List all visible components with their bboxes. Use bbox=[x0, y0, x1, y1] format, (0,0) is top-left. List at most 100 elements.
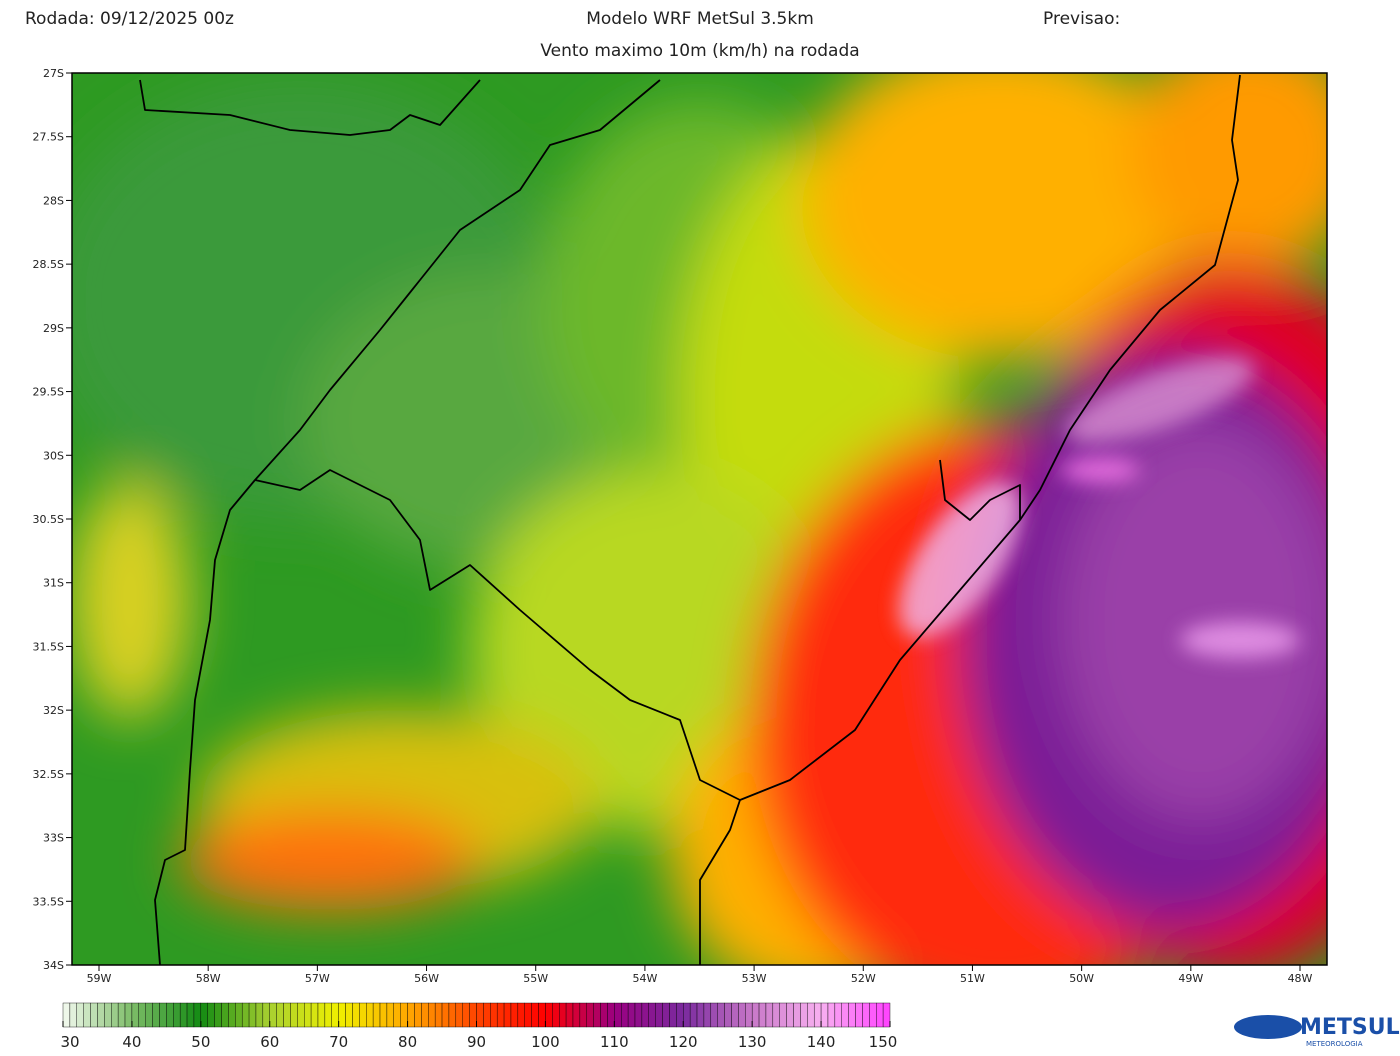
colorbar-cell bbox=[317, 1002, 326, 1028]
lat-tick-label: 32S bbox=[43, 704, 64, 717]
colorbar-cell bbox=[621, 1002, 629, 1028]
colorbar-cell bbox=[779, 1002, 787, 1028]
colorbar-cell bbox=[283, 1002, 291, 1028]
colorbar-cell bbox=[869, 1002, 877, 1028]
colorbar-cell bbox=[441, 1002, 450, 1028]
lat-tick-label: 34S bbox=[43, 959, 64, 972]
colorbar-cell bbox=[331, 1002, 339, 1028]
colorbar-cell bbox=[324, 1002, 332, 1028]
colorbar-cell bbox=[683, 1002, 691, 1028]
colorbar-label: 70 bbox=[329, 1033, 348, 1051]
colorbar-cell bbox=[104, 1002, 112, 1028]
colorbar-cell bbox=[648, 1002, 656, 1028]
colorbar-cell bbox=[76, 1002, 84, 1028]
colorbar-cell bbox=[262, 1002, 270, 1028]
colorbar-cell bbox=[751, 1002, 760, 1028]
colorbar-cell bbox=[813, 1002, 822, 1028]
lon-tick-label: 53W bbox=[742, 972, 767, 985]
lon-tick-label: 59W bbox=[87, 972, 112, 985]
colorbar-cell bbox=[524, 1002, 532, 1028]
colorbar-cell bbox=[559, 1002, 567, 1028]
model-label: Modelo WRF MetSul 3.5km bbox=[586, 9, 814, 29]
colorbar-cell bbox=[772, 1002, 780, 1028]
colorbar-cell bbox=[352, 1002, 360, 1028]
colorbar-cell bbox=[469, 1002, 477, 1028]
colorbar-cell bbox=[710, 1002, 718, 1028]
wind-field bbox=[72, 73, 1327, 965]
colorbar-cell bbox=[758, 1002, 767, 1028]
lon-tick-label: 52W bbox=[851, 972, 876, 985]
colorbar-label: 60 bbox=[260, 1033, 279, 1051]
colorbar-cell bbox=[138, 1002, 146, 1028]
colorbar-cell bbox=[304, 1002, 312, 1028]
borders bbox=[139, 74, 1241, 965]
colorbar-cell bbox=[207, 1002, 215, 1028]
lat-tick-label: 27.5S bbox=[33, 131, 64, 144]
lon-tick-label: 56W bbox=[414, 972, 439, 985]
colorbar-cell bbox=[627, 1002, 636, 1028]
colorbar-label: 110 bbox=[600, 1033, 629, 1051]
colorbar-label: 130 bbox=[738, 1033, 767, 1051]
colorbar-cell bbox=[186, 1002, 195, 1028]
colorbar-cell bbox=[696, 1002, 705, 1028]
lat-tick-label: 31S bbox=[43, 577, 64, 590]
colorbar-cell bbox=[572, 1002, 581, 1028]
logo-icon bbox=[1234, 1015, 1302, 1039]
colorbar-cell bbox=[820, 1002, 829, 1028]
colorbar-cell bbox=[841, 1002, 849, 1028]
colorbar-cell bbox=[517, 1002, 525, 1028]
lat-tick-label: 33.5S bbox=[33, 895, 64, 908]
colorbar-cell bbox=[538, 1002, 546, 1028]
colorbar-cell bbox=[600, 1002, 608, 1028]
colorbar-cell bbox=[476, 1002, 484, 1028]
colorbar-label: 30 bbox=[60, 1033, 79, 1051]
colorbar-cell bbox=[124, 1002, 133, 1028]
lon-tick-label: 55W bbox=[523, 972, 548, 985]
lat-tick-label: 29S bbox=[43, 322, 64, 335]
lat-tick-label: 28.5S bbox=[33, 258, 64, 271]
colorbar-cell bbox=[490, 1002, 498, 1028]
colorbar-cell bbox=[400, 1002, 408, 1028]
colorbar-cell bbox=[786, 1002, 794, 1028]
colorbar-cell bbox=[703, 1002, 712, 1028]
colorbar-cell bbox=[655, 1002, 663, 1028]
colorbar-cell bbox=[731, 1002, 739, 1028]
colorbar-cell bbox=[641, 1002, 649, 1028]
colorbar-cell bbox=[531, 1002, 539, 1028]
colorbar-cell bbox=[152, 1002, 160, 1028]
colorbar-cell bbox=[173, 1002, 181, 1028]
colorbar-cell bbox=[807, 1002, 815, 1028]
colorbar-cell bbox=[69, 1002, 77, 1028]
colorbar-cell bbox=[455, 1002, 463, 1028]
colorbar-cell bbox=[862, 1002, 870, 1028]
lat-tick-label: 31.5S bbox=[33, 640, 64, 653]
colorbar-cell bbox=[200, 1002, 208, 1028]
colorbar-cell bbox=[765, 1002, 774, 1028]
colorbar-cell bbox=[145, 1002, 153, 1028]
lon-tick-label: 48W bbox=[1288, 972, 1313, 985]
colorbar-cell bbox=[228, 1002, 236, 1028]
lat-tick-label: 27S bbox=[43, 67, 64, 80]
colorbar-label: 50 bbox=[191, 1033, 210, 1051]
colorbar-cell bbox=[882, 1002, 891, 1028]
colorbar-cell bbox=[614, 1002, 622, 1028]
colorbar-cell bbox=[269, 1002, 277, 1028]
colorbar-cell bbox=[235, 1002, 243, 1028]
lat-tick-label: 29.5S bbox=[33, 386, 64, 399]
colorbar-cell bbox=[297, 1002, 305, 1028]
colorbar-cell bbox=[848, 1002, 856, 1028]
colorbar-cell bbox=[90, 1002, 98, 1028]
colorbar-cell bbox=[855, 1002, 863, 1028]
colorbar-cell bbox=[552, 1002, 560, 1028]
lon-tick-label: 51W bbox=[960, 972, 985, 985]
colorbar-label: 150 bbox=[869, 1033, 898, 1051]
colorbar-cell bbox=[366, 1002, 374, 1028]
colorbar-cell bbox=[407, 1002, 415, 1028]
colorbar-label: 140 bbox=[807, 1033, 836, 1051]
colorbar-cell bbox=[496, 1002, 505, 1028]
colorbar-cell bbox=[593, 1002, 601, 1028]
colorbar-label: 40 bbox=[122, 1033, 141, 1051]
colorbar-cell bbox=[338, 1002, 346, 1028]
colorbar-cell bbox=[607, 1002, 615, 1028]
colorbar-cell bbox=[689, 1002, 698, 1028]
